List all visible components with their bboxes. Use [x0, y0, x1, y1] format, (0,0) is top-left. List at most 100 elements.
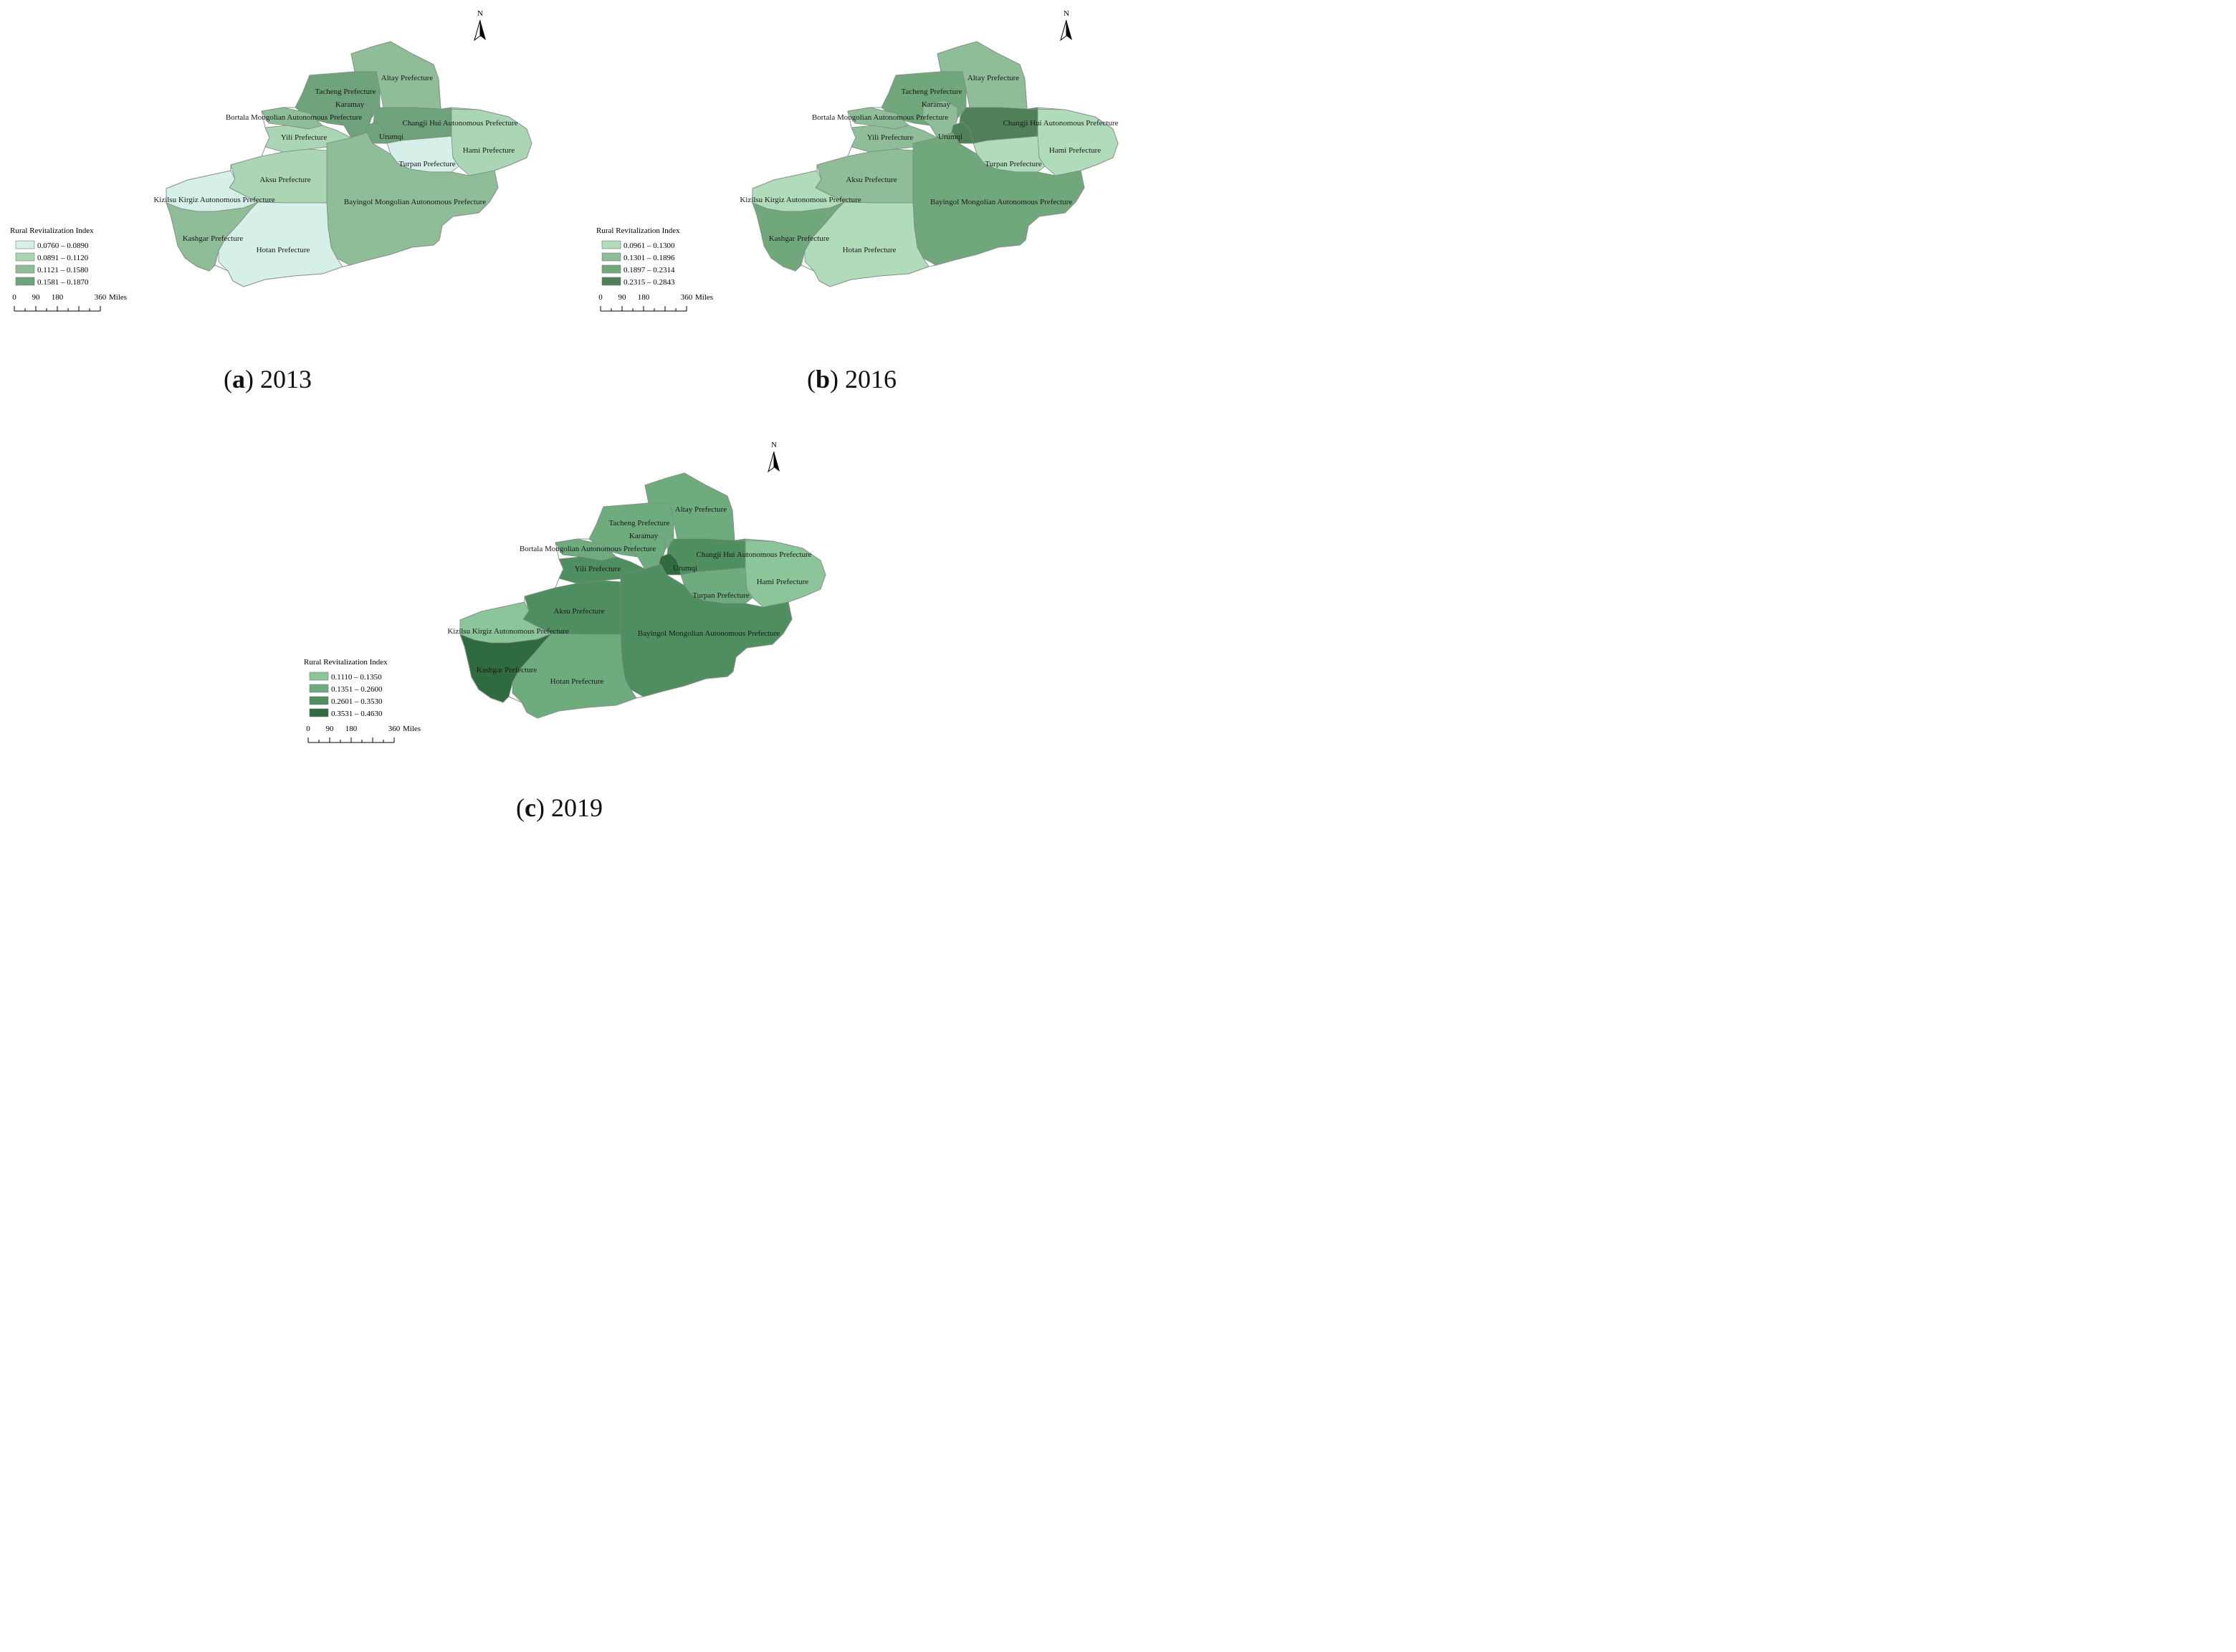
legend-label: 0.1301 – 0.1896: [624, 254, 675, 262]
label-altay: Altay Prefecture: [968, 74, 1019, 82]
legend-swatch: [309, 684, 329, 693]
legend-swatch: [15, 277, 35, 286]
north-label: N: [477, 9, 483, 18]
scale-units: Miles: [403, 725, 421, 733]
map-regions: [459, 472, 826, 719]
label-yili: Yili Prefecture: [867, 133, 914, 142]
map-panel-2013: Altay Prefecture Tacheng Prefecture Karama…: [0, 0, 1118, 824]
legend: Rural Revitalization Index 0.1110 – 0.135…: [304, 658, 388, 718]
map-regions: [166, 41, 532, 287]
label-kizilsu: Kizilsu Kirgiz Autonomous Prefecture: [447, 627, 568, 636]
region-labels: Altay Prefecture Tacheng Prefecture Karama…: [447, 505, 811, 686]
caption-letter: b: [816, 365, 831, 393]
label-karamay: Karamay: [922, 100, 951, 109]
north-arrow-icon: N: [474, 9, 486, 42]
label-urumqi: Urumqi: [379, 133, 403, 141]
label-bortala: Bortala Mongolian Autonomous Prefecture: [226, 113, 362, 122]
caption-2019: (c) 2019: [516, 793, 603, 822]
caption-year: 2019: [550, 793, 603, 822]
label-bortala: Bortala Mongolian Autonomous Prefecture: [520, 545, 656, 553]
legend-swatch: [15, 252, 35, 262]
scale-tick-label: 360: [388, 725, 401, 733]
region-hami: [1037, 107, 1119, 176]
label-karamay: Karamay: [629, 532, 659, 540]
region-labels: Altay Prefecture Tacheng Prefecture Karama…: [153, 74, 517, 254]
label-bayingol: Bayingol Mongolian Autonomous Prefecture: [638, 629, 780, 638]
scale-units: Miles: [109, 293, 127, 302]
legend-swatch: [309, 672, 329, 681]
legend-title: Rural Revitalization Index: [304, 658, 388, 667]
map-svg-2019: Altay Prefecture Tacheng Prefecture Karama…: [304, 441, 826, 743]
legend-label: 0.1110 – 0.1350: [331, 673, 382, 682]
north-arrow-icon: N: [768, 441, 780, 473]
legend-label: 0.0891 – 0.1120: [37, 254, 89, 262]
legend-label: 0.3531 – 0.4630: [331, 710, 383, 718]
label-bayingol: Bayingol Mongolian Autonomous Prefecture: [344, 198, 486, 206]
label-aksu: Aksu Prefecture: [846, 176, 897, 184]
legend-label: 0.1351 – 0.2600: [331, 685, 383, 694]
label-aksu: Aksu Prefecture: [553, 607, 604, 616]
scale-tick-label: 360: [95, 293, 107, 302]
label-tacheng: Tacheng Prefecture: [901, 87, 962, 96]
label-hami: Hami Prefecture: [757, 578, 808, 586]
scale-tick-label: 90: [32, 293, 41, 302]
map-panel-2019: Altay Prefecture Tacheng Prefecture Karama…: [294, 431, 1412, 1256]
legend-label: 0.1581 – 0.1870: [37, 278, 89, 287]
label-changji: Changji Hui Autonomous Prefecture: [1003, 119, 1118, 128]
label-changji: Changji Hui Autonomous Prefecture: [696, 550, 811, 559]
north-label: N: [1064, 9, 1069, 18]
scale-units: Miles: [695, 293, 713, 302]
map-panel-2016: Altay Prefecture Tacheng Prefecture Karama…: [586, 0, 1704, 824]
north-label: N: [771, 441, 777, 449]
label-hotan: Hotan Prefecture: [550, 677, 604, 686]
label-yili: Yili Prefecture: [281, 133, 328, 142]
legend: Rural Revitalization Index 0.0961 – 0.130…: [596, 226, 680, 287]
label-aksu: Aksu Prefecture: [259, 176, 310, 184]
map-svg-2013: Altay Prefecture Tacheng Prefecture Karama…: [10, 9, 532, 312]
legend-swatch: [601, 240, 621, 249]
legend-swatch: [15, 240, 35, 249]
label-turpan: Turpan Prefecture: [398, 160, 455, 168]
legend-label: 0.2315 – 0.2843: [624, 278, 675, 287]
label-altay: Altay Prefecture: [675, 505, 727, 514]
legend-label: 0.1121 – 0.1580: [37, 266, 89, 274]
xinjiang-outline: [752, 41, 1119, 287]
scale-tick-label: 180: [345, 725, 358, 733]
region-labels: Altay Prefecture Tacheng Prefecture Karama…: [740, 74, 1118, 254]
label-hami: Hami Prefecture: [1049, 146, 1101, 155]
label-altay: Altay Prefecture: [381, 74, 433, 82]
legend: Rural Revitalization Index 0.0760 – 0.089…: [10, 226, 94, 287]
legend-swatch: [601, 277, 621, 286]
label-hami: Hami Prefecture: [463, 146, 515, 155]
map-svg-2016: Altay Prefecture Tacheng Prefecture Karama…: [596, 9, 1119, 312]
caption-letter: c: [525, 793, 536, 822]
legend-label: 0.0961 – 0.1300: [624, 242, 675, 250]
legend-label: 0.1897 – 0.2314: [624, 266, 675, 274]
scale-tick-label: 180: [638, 293, 650, 302]
legend-swatch: [601, 264, 621, 274]
region-hami: [745, 538, 826, 608]
scale-tick-label: 0: [12, 293, 16, 302]
label-urumqi: Urumqi: [938, 133, 962, 141]
legend-swatch: [309, 708, 329, 717]
scale-tick-label: 90: [618, 293, 627, 302]
region-hami: [451, 107, 532, 176]
legend-label: 0.0760 – 0.0890: [37, 242, 89, 250]
legend-swatch: [15, 264, 35, 274]
label-karamay: Karamay: [335, 100, 365, 109]
legend-title: Rural Revitalization Index: [10, 226, 94, 235]
scale-bar: 0 90 180 360 Miles: [598, 293, 713, 312]
xinjiang-outline: [459, 472, 826, 719]
scale-tick-label: 0: [598, 293, 603, 302]
caption-letter: a: [232, 365, 245, 393]
label-kizilsu: Kizilsu Kirgiz Autonomous Prefecture: [740, 196, 861, 204]
scale-bar: 0 90 180 360 Miles: [306, 725, 421, 743]
scale-tick-label: 360: [681, 293, 693, 302]
label-hotan: Hotan Prefecture: [257, 246, 310, 254]
legend-swatch: [309, 696, 329, 705]
label-urumqi: Urumqi: [673, 564, 697, 573]
label-yili: Yili Prefecture: [575, 565, 621, 573]
label-hotan: Hotan Prefecture: [843, 246, 897, 254]
label-tacheng: Tacheng Prefecture: [608, 519, 669, 527]
label-kashgar: Kashgar Prefecture: [477, 666, 538, 674]
